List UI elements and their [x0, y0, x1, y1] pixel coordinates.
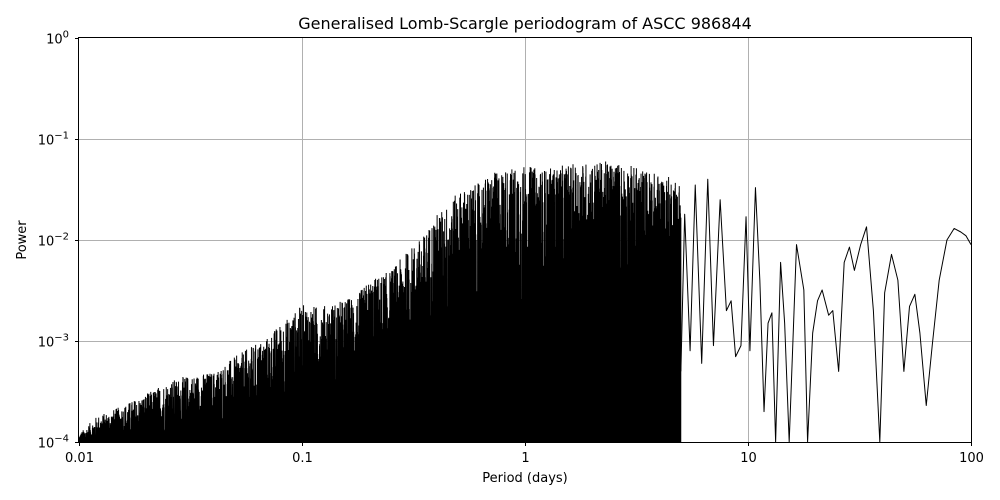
- x-tick-label: 100: [959, 451, 984, 466]
- periodogram-long-period-line: [680, 178, 972, 443]
- y-tick-label: 10−1: [38, 131, 69, 149]
- y-tick-label: 100: [46, 30, 69, 48]
- y-tick-label: 10−2: [38, 232, 69, 250]
- x-axis-label: Period (days): [482, 471, 568, 486]
- periodogram-dense-line: [78, 161, 682, 443]
- chart-title: Generalised Lomb-Scargle periodogram of …: [298, 14, 752, 33]
- y-tick-label: 10−3: [38, 333, 69, 351]
- x-tick-label: 1: [521, 451, 529, 466]
- x-tick-label: 0.01: [65, 451, 94, 466]
- x-tick-label: 10: [740, 451, 757, 466]
- axis-ticks: 0.01 0.1 1 10 100 10−4 10−3 10−2 10−1 100: [38, 30, 984, 467]
- y-tick-label: 10−4: [38, 434, 69, 452]
- series-layer: [78, 161, 972, 443]
- y-axis-label: Power: [15, 220, 30, 260]
- x-tick-label: 0.1: [292, 451, 313, 466]
